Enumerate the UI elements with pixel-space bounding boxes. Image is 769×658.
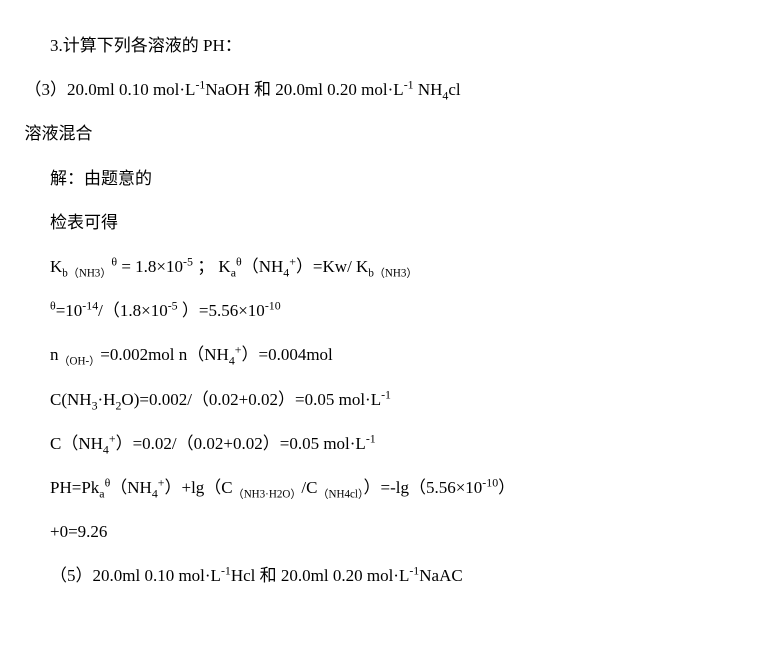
text: ） — [498, 478, 515, 497]
text: ）=Kw/ K — [296, 257, 368, 276]
exp: -10 — [265, 298, 281, 312]
conc-nh3-line: C(NH3·H2O)=0.002/（0.02+0.02）=0.05 mol·L-… — [16, 378, 753, 422]
sup: + — [289, 254, 296, 268]
problem-3-statement: （3）20.0ml 0.10 mol·L-1NaOH 和 20.0ml 0.20… — [16, 68, 753, 112]
exp: -5 — [183, 254, 193, 268]
text: Hcl 和 20.0ml 0.20 mol·L — [231, 566, 409, 585]
sup: + — [158, 475, 165, 489]
ph-formula-line: PH=Pkaθ（NH4+）+lg（C（NH3·H2O）/C（NH4cl））=-l… — [16, 466, 753, 510]
text: =0.002mol n（NH — [100, 345, 229, 364]
text: C(NH — [50, 390, 92, 409]
text: ）=0.004mol — [242, 345, 333, 364]
text: C（NH — [50, 434, 103, 453]
text: /（1.8×10 — [98, 301, 168, 320]
text: /C — [301, 478, 317, 497]
exp: -1 — [409, 564, 419, 578]
text: = 1.8×10 — [121, 257, 183, 276]
moles-line: n（OH-）=0.002mol n（NH4+）=0.004mol — [16, 333, 753, 377]
sup: + — [109, 431, 116, 445]
exp: -1 — [381, 387, 391, 401]
text: ； K — [193, 257, 231, 276]
sub: （NH3·H2O） — [233, 488, 302, 500]
sub: （NH4cl） — [317, 488, 363, 500]
text: ·H — [98, 390, 116, 409]
sub: （OH-） — [59, 356, 101, 368]
sup: θ — [111, 254, 117, 268]
exp: -1 — [366, 431, 376, 445]
text: （NH — [242, 257, 284, 276]
text: NH — [414, 80, 443, 99]
text: K — [50, 257, 62, 276]
solution-header: 解：由题意的 — [16, 157, 753, 201]
text: cl — [448, 80, 460, 99]
sup: + — [235, 343, 242, 357]
conc-nh4-line: C（NH4+）=0.02/（0.02+0.02）=0.05 mol·L-1 — [16, 422, 753, 466]
text: （3）20.0ml 0.10 mol·L — [25, 80, 196, 99]
problem-3-statement-cont: 溶液混合 — [16, 112, 753, 156]
ka-calc-line: θ=10-14/（1.8×10-5 ）=5.56×10-10 — [16, 289, 753, 333]
text: NaOH 和 20.0ml 0.20 mol·L — [205, 80, 403, 99]
kb-line: Kb（NH3）θ = 1.8×10-5 ； Kaθ（NH4+）=Kw/ Kb（N… — [16, 245, 753, 289]
text: ）=5.56×10 — [178, 301, 265, 320]
exp: -1 — [404, 78, 414, 92]
sub: b（NH3） — [62, 267, 111, 279]
text: ）+lg（C — [165, 478, 233, 497]
problem-title: 3.计算下列各溶液的 PH： — [16, 24, 753, 68]
ph-result-line: +0=9.26 — [16, 510, 753, 554]
text: n — [50, 345, 59, 364]
sub: b（NH3） — [368, 267, 417, 279]
text: （NH — [110, 478, 152, 497]
text: PH=Pk — [50, 478, 99, 497]
problem-5-statement: （5）20.0ml 0.10 mol·L-1Hcl 和 20.0ml 0.20 … — [16, 554, 753, 598]
exp: -5 — [168, 298, 178, 312]
text: （5）20.0ml 0.10 mol·L — [50, 566, 221, 585]
exp: -1 — [195, 78, 205, 92]
text: ）=-lg（5.56×10 — [363, 478, 482, 497]
text: ）=0.02/（0.02+0.02）=0.05 mol·L — [116, 434, 366, 453]
exp: -1 — [221, 564, 231, 578]
exp: -14 — [82, 298, 98, 312]
lookup-note: 检表可得 — [16, 201, 753, 245]
text: NaAC — [419, 566, 462, 585]
text: =10 — [56, 301, 83, 320]
text: O)=0.002/（0.02+0.02）=0.05 mol·L — [121, 390, 381, 409]
exp: -10 — [482, 475, 498, 489]
